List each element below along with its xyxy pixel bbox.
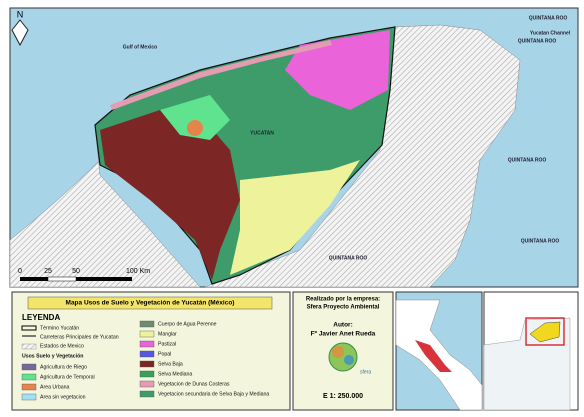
credit-text: Sfera Proyecto Ambiental <box>307 305 380 311</box>
legend-heading: LEYENDA <box>22 313 60 322</box>
legend-label: Vegetacion secundaria de Selva Baja y Me… <box>158 391 269 397</box>
legend-label: Cuerpo de Agua Perenne <box>158 321 217 327</box>
legend-swatch <box>139 340 155 348</box>
legend-swatch <box>139 320 155 328</box>
legend-swatch <box>21 363 37 371</box>
legend-swatch <box>21 373 37 381</box>
manglar-area <box>230 160 360 275</box>
legend: Mapa Usos de Suelo y Vegetación de Yucat… <box>11 291 291 411</box>
state-label: QUINTANA ROO <box>521 238 560 244</box>
legend-label: Término Yucatán <box>40 325 79 331</box>
scale-label: 100 Km <box>126 268 150 275</box>
map-scale: E 1: 250.000 <box>323 393 363 400</box>
north-label: N <box>17 9 24 19</box>
legend-label: Manglar <box>158 331 177 337</box>
legend-label: Agricultura de Riego <box>40 364 87 370</box>
state-label: QUINTANA ROO <box>518 38 557 44</box>
sea-label: Yucatan Channel <box>530 30 571 36</box>
legend-label: Carreteras Principales de Yucatan <box>40 334 119 340</box>
state-label: QUINTANA ROO <box>508 157 547 163</box>
legend-swatch <box>139 350 155 358</box>
legend-label: Vegetacion de Dunas Costeras <box>158 381 230 387</box>
state-label: QUINTANA ROO <box>329 255 368 261</box>
pastizal-area <box>285 30 390 110</box>
legend-subheading: Usos Suelo y Vegetación <box>22 353 83 359</box>
urban-area <box>187 120 203 136</box>
legend-label: Pastizal <box>158 341 176 347</box>
state-label: YUCATAN <box>250 130 274 136</box>
dunas-area <box>110 40 332 110</box>
legend-label: Area sin vegetacion <box>40 394 86 400</box>
legend-label: Selva Mediana <box>158 371 192 377</box>
legend-label: Area Urbana <box>40 384 70 390</box>
main-map: N Gulf of Mexico Yucatan Channel YUCATAN… <box>9 7 579 288</box>
legend-label: Agricultura de Temporal <box>40 374 95 380</box>
scale-bar: 0 25 50 100 Km <box>18 268 150 282</box>
legend-label: Popal <box>158 351 171 357</box>
scale-label: 50 <box>72 268 80 275</box>
legend-swatch <box>139 390 155 398</box>
legend-swatch <box>21 383 37 391</box>
north-arrow <box>11 19 29 47</box>
legend-swatch <box>21 393 37 401</box>
credits: Realizado por la empresa: Sfera Proyecto… <box>292 291 394 411</box>
legend-label: Estados de Mexico <box>40 343 84 349</box>
legend-swatch <box>139 380 155 388</box>
state-label: QUINTANA ROO <box>529 15 568 21</box>
campeche <box>9 94 201 288</box>
selva-baja-area <box>100 110 240 280</box>
credit-text: Realizado por la empresa: <box>306 297 380 303</box>
logo-text: sfera <box>360 369 371 375</box>
legend-swatch <box>139 360 155 368</box>
credit-text: Autor: <box>333 322 353 329</box>
legend-swatch <box>139 370 155 378</box>
legend-title: Mapa Usos de Suelo y Vegetación de Yucat… <box>66 300 235 307</box>
inset-map <box>395 291 483 411</box>
legend-label: Selva Baja <box>158 361 183 367</box>
sea-label: Gulf of Mexico <box>123 44 157 50</box>
credit-text: Fº Javier Anet Rueda <box>311 331 376 338</box>
agricultura-area <box>160 95 230 140</box>
scale-label: 25 <box>44 268 52 275</box>
inset-map <box>483 291 579 411</box>
quintana-roo <box>204 24 521 288</box>
legend-swatch <box>139 330 155 338</box>
scale-label: 0 <box>18 268 22 275</box>
